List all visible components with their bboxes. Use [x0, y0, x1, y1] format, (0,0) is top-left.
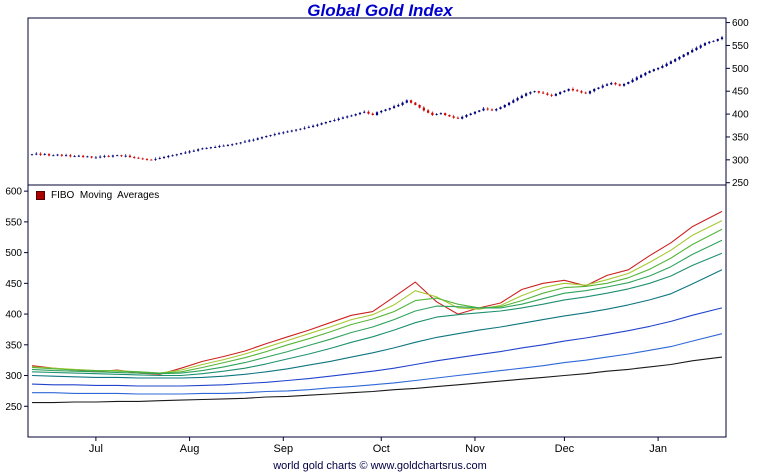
svg-text:250: 250: [732, 178, 749, 189]
ma-line-ma-55: [31, 252, 723, 377]
fibo-legend: FIBO Moving Averages: [36, 190, 159, 201]
bottom-panel: [27, 184, 727, 438]
page-title: Global Gold Index: [307, 1, 453, 20]
svg-text:450: 450: [5, 279, 22, 290]
ma-line-ma-144: [31, 307, 723, 387]
ma-lines: [31, 210, 723, 404]
legend-label: FIBO Moving Averages: [51, 190, 160, 201]
svg-text:Dec: Dec: [555, 443, 575, 455]
x-axis: Jul Aug Sep Oct Nov Dec Jan: [89, 437, 667, 455]
svg-text:600: 600: [732, 18, 749, 29]
svg-text:Jul: Jul: [89, 443, 103, 455]
svg-text:550: 550: [732, 41, 749, 52]
svg-text:400: 400: [5, 310, 22, 321]
svg-text:300: 300: [732, 155, 749, 166]
svg-text:Aug: Aug: [180, 443, 200, 455]
svg-text:500: 500: [5, 248, 22, 259]
svg-text:400: 400: [732, 110, 749, 121]
svg-text:500: 500: [732, 64, 749, 75]
svg-text:Jan: Jan: [649, 443, 667, 455]
svg-text:Nov: Nov: [465, 443, 485, 455]
ma-line-ma-377: [32, 356, 723, 404]
svg-text:350: 350: [5, 340, 22, 351]
footer-credit: world gold charts © www.goldchartsrus.co…: [273, 460, 487, 472]
svg-text:300: 300: [5, 371, 22, 382]
top-panel: [27, 17, 727, 186]
svg-text:Oct: Oct: [373, 443, 390, 455]
candles: [30, 35, 724, 161]
svg-text:450: 450: [732, 87, 749, 98]
svg-text:250: 250: [5, 402, 22, 413]
svg-text:Sep: Sep: [274, 443, 294, 455]
ma-line-ma-21: [31, 228, 723, 374]
ma-line-ma-34: [31, 239, 723, 375]
svg-text:350: 350: [732, 132, 749, 143]
svg-text:550: 550: [5, 217, 22, 228]
ma-line-ma-89: [31, 269, 723, 379]
ma-line-ma-233: [32, 333, 723, 395]
right-y-axis: 600 550 500 450 400 350 300 250: [726, 18, 749, 189]
legend-square-icon: [36, 191, 45, 200]
left-y-axis: 600 550 500 450 400 350 300 250: [5, 187, 28, 413]
svg-text:600: 600: [5, 187, 22, 198]
